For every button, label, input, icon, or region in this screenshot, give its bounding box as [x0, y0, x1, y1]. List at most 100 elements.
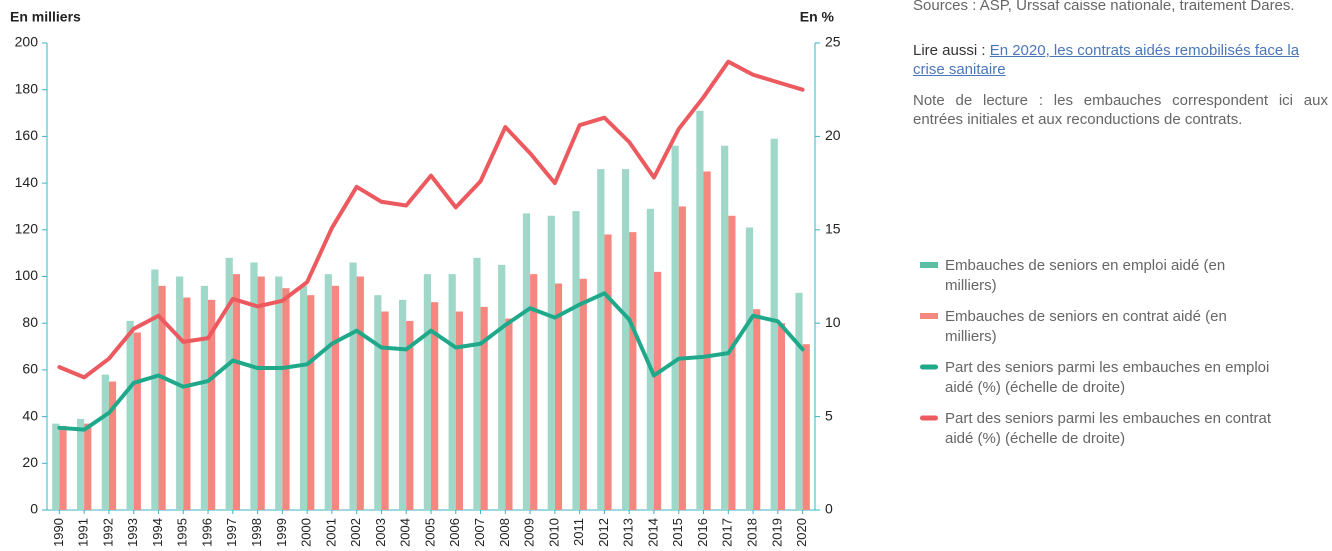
x-tick-label: 2010 — [546, 518, 561, 547]
bar — [257, 276, 265, 510]
legend-swatch — [920, 364, 938, 370]
x-tick-label: 1992 — [100, 518, 115, 547]
bar — [431, 302, 439, 510]
x-tick-label: 1994 — [150, 518, 165, 547]
legend-item: Part des seniors parmi les embauches en … — [918, 358, 1308, 398]
y-tick-label: 0 — [30, 501, 38, 517]
y2-tick-label: 5 — [825, 407, 833, 423]
line-series — [57, 59, 805, 380]
bar — [770, 138, 778, 511]
bar — [399, 299, 407, 510]
legend-marker — [920, 313, 938, 319]
read-more-link[interactable]: En 2020, les contrats aidés remobilisés … — [913, 42, 1300, 78]
bar — [522, 213, 531, 510]
bar — [795, 292, 803, 510]
bar — [356, 276, 364, 510]
bar — [721, 145, 729, 511]
bar — [530, 274, 538, 510]
bar — [455, 311, 463, 510]
y-tick-label: 80 — [22, 314, 38, 330]
legend-label: Part des seniors parmi les embauches en … — [945, 359, 1270, 396]
x-tick-label: 2006 — [447, 518, 462, 547]
legend-swatch — [920, 262, 938, 268]
bar — [554, 283, 563, 510]
x-tick-label: 2005 — [422, 518, 437, 547]
read-more-prefix: Lire aussi : — [913, 42, 990, 59]
bar — [646, 208, 654, 510]
y2-axis-label: En % — [800, 9, 835, 25]
bar — [498, 264, 506, 510]
x-tick-label: 2002 — [348, 518, 363, 547]
x-tick-label: 2019 — [769, 518, 784, 547]
x-tick-label: 2013 — [621, 518, 636, 547]
y-tick-label: 100 — [15, 267, 39, 283]
bar — [101, 374, 109, 510]
bar — [282, 288, 290, 510]
legend-label: Part des seniors parmi les embauches en … — [945, 410, 1271, 447]
bar — [777, 323, 786, 510]
y-tick-label: 20 — [22, 454, 38, 470]
legend-label: Embauches de seniors en emploi aidé (en … — [945, 257, 1226, 294]
x-tick-label: 2012 — [596, 518, 611, 547]
bar — [158, 285, 166, 510]
note: Note de lecture : les embauches correspo… — [913, 92, 1328, 128]
x-tick-label: 2017 — [720, 518, 735, 547]
bar — [133, 332, 141, 510]
line-series — [57, 291, 805, 432]
y-tick-label: 140 — [15, 174, 39, 190]
x-tick-label: 1996 — [199, 518, 214, 547]
bar — [505, 318, 513, 510]
legend-item: Embauches de seniors en emploi aidé (en … — [918, 256, 1308, 296]
bar — [76, 418, 85, 510]
chart: En milliers En % 02040608010012014016018… — [10, 9, 841, 547]
legend-item: Embauches de seniors en contrat aidé (en… — [918, 307, 1308, 347]
x-tick-label: 2016 — [695, 518, 710, 547]
bar — [381, 311, 389, 510]
y2-tick-label: 20 — [825, 127, 841, 143]
bar — [349, 262, 357, 510]
bar — [423, 274, 431, 510]
y-tick-label: 200 — [15, 34, 39, 50]
y-tick-label: 60 — [22, 361, 38, 377]
x-tick-label: 2003 — [373, 518, 388, 547]
bar — [84, 423, 92, 510]
x-tick-label: 1997 — [224, 518, 239, 547]
bar — [307, 295, 315, 510]
legend-item: Part des seniors parmi les embauches en … — [918, 409, 1308, 449]
x-tick-label: 2000 — [299, 518, 314, 547]
bar — [406, 320, 414, 510]
x-tick-label: 2018 — [745, 518, 760, 547]
bar — [745, 227, 754, 510]
y2-tick-label: 15 — [825, 221, 841, 237]
bar — [597, 169, 605, 510]
bar — [232, 274, 241, 510]
legend-marker — [920, 364, 938, 370]
y2-tick-label: 25 — [825, 34, 841, 50]
x-tick-label: 2011 — [571, 518, 586, 546]
x-tick-label: 1993 — [125, 518, 140, 547]
y-tick-label: 40 — [22, 407, 38, 423]
x-tick-label: 2015 — [670, 518, 685, 547]
bar — [629, 232, 637, 510]
bar — [696, 110, 704, 510]
bar — [671, 145, 679, 511]
bar — [473, 257, 481, 510]
x-tick-label: 2014 — [645, 518, 660, 547]
x-tick-label: 2001 — [323, 518, 338, 547]
bar — [208, 299, 216, 510]
x-tick-label: 1998 — [249, 518, 264, 547]
x-tick-label: 1999 — [274, 518, 289, 547]
bar — [653, 271, 662, 510]
bar — [802, 344, 810, 510]
x-tick-label: 1991 — [76, 518, 91, 547]
bar — [275, 276, 283, 510]
legend-marker — [920, 262, 938, 268]
sources: Sources : ASP, Urssaf caisse nationale, … — [913, 0, 1295, 14]
legend-marker — [920, 415, 938, 421]
x-tick-label: 2009 — [522, 518, 537, 547]
bar — [200, 285, 209, 510]
x-tick-label: 2020 — [794, 518, 809, 547]
y2-tick-label: 0 — [825, 501, 833, 517]
bar — [572, 211, 580, 510]
